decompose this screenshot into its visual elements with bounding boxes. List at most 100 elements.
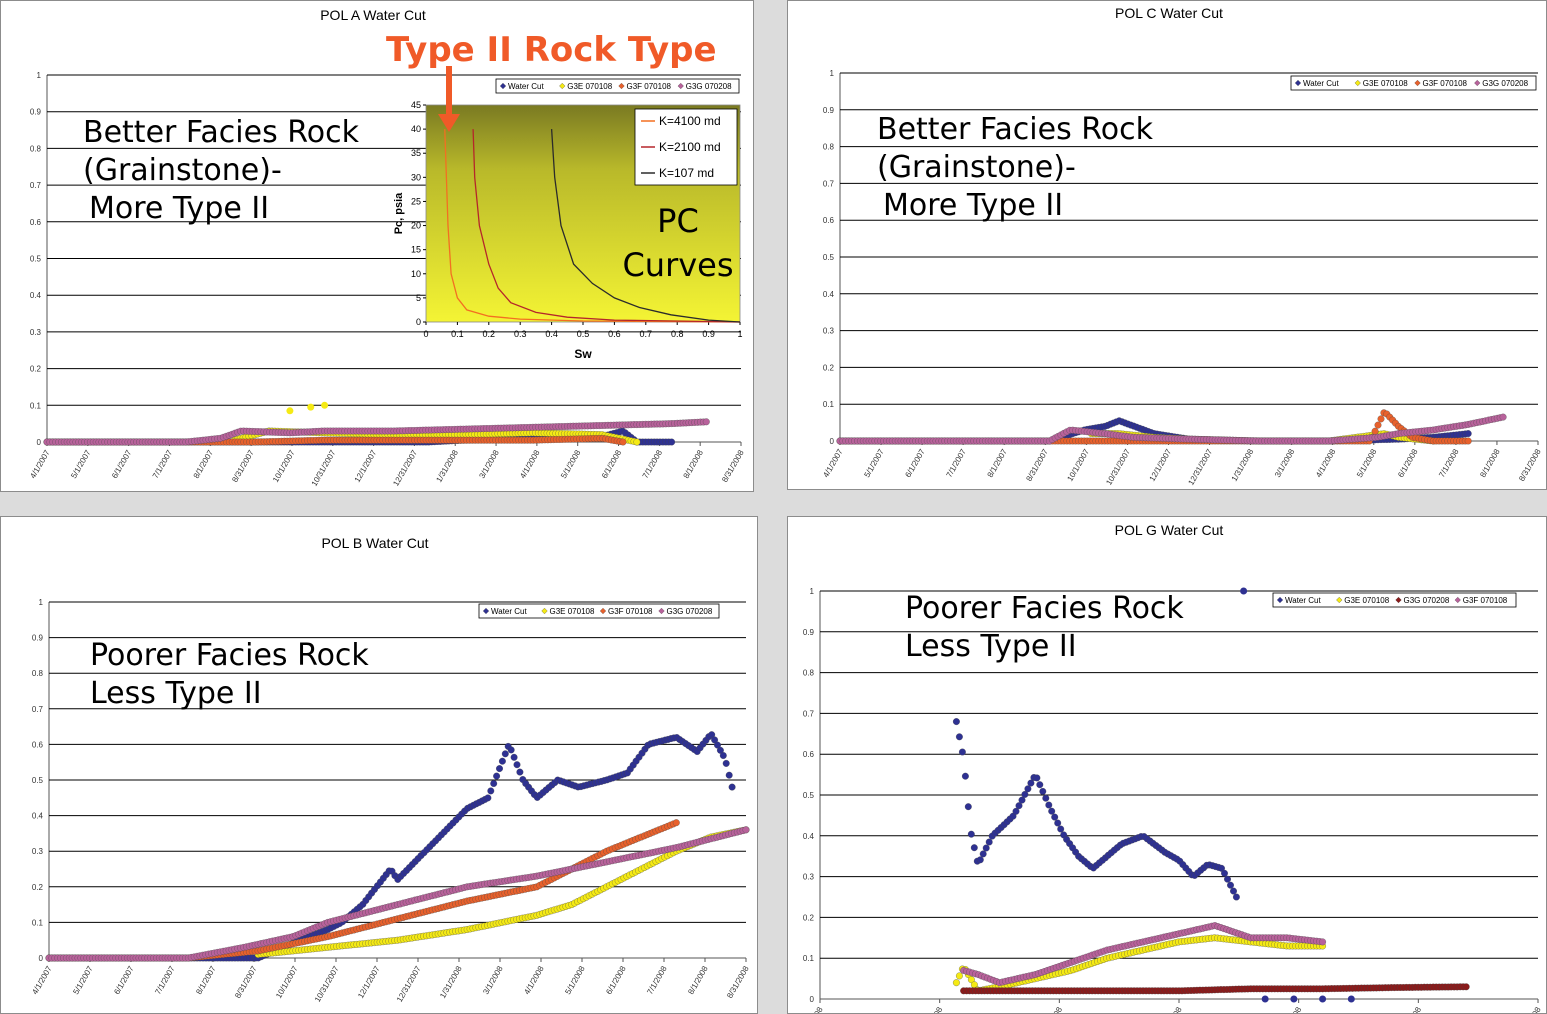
x-tick-label: 8/31/2007 bbox=[1024, 447, 1050, 483]
annotation-line: Less Type II bbox=[90, 676, 262, 711]
headline-arrow bbox=[438, 66, 460, 132]
legend-marker bbox=[559, 82, 566, 90]
x-tick-label: 7/1/2008 bbox=[641, 448, 665, 480]
data-point bbox=[1012, 807, 1020, 815]
pol-c-chart: POL C Water Cut 0 0.1 0.2 0.3 0.4 0.5 0.6 0.7 0.8… bbox=[821, 5, 1543, 487]
pc-x-tick-label: 0.9 bbox=[702, 329, 715, 339]
legend: Water Cut G3E 070108 G3F 070108 G3G 070208 bbox=[478, 603, 720, 619]
series-g3g-070208 bbox=[43, 418, 710, 446]
x-tick-label: 7/1/2007 bbox=[153, 964, 177, 996]
legend-marker bbox=[1454, 596, 1461, 604]
annotation-line: More Type II bbox=[89, 191, 269, 226]
legend-marker bbox=[541, 607, 548, 615]
data-point bbox=[633, 438, 641, 446]
x-tick-label: 4/1/2007 bbox=[28, 448, 52, 480]
pc-series-k-2100-md bbox=[472, 129, 741, 323]
extra-points bbox=[1261, 995, 1355, 1003]
data-point bbox=[513, 761, 521, 769]
data-point bbox=[1464, 437, 1472, 445]
chart-title: POL A Water Cut bbox=[320, 7, 426, 23]
y-tick-label: 1 bbox=[39, 598, 44, 607]
data-point bbox=[1048, 807, 1056, 815]
y-tick-label: 0.2 bbox=[32, 883, 44, 892]
data-point bbox=[1464, 430, 1472, 438]
y-tick-label: 0.6 bbox=[30, 218, 42, 227]
x-tick-label: 4/1/2007 bbox=[821, 447, 845, 479]
x-tick-label: 1/31/2008 bbox=[438, 964, 464, 1000]
chart-title: POL B Water Cut bbox=[321, 535, 428, 551]
data-point bbox=[952, 979, 960, 987]
data-point bbox=[1319, 938, 1327, 946]
data-point bbox=[1224, 875, 1231, 883]
data-point bbox=[1374, 421, 1382, 429]
pc-curves-inset: 0 5 10 15 20 25 30 35 40 45 0 0.1 0.2 0.3 0.4 0.5 0.6 0.7… bbox=[393, 100, 743, 361]
x-tick-label: 12/1/2007 bbox=[353, 448, 379, 484]
legend-box bbox=[1272, 592, 1517, 608]
legend-entry: G3G 070208 bbox=[686, 82, 732, 91]
pc-y-tick-label: 30 bbox=[411, 172, 421, 182]
pc-x-tick-label: 0.7 bbox=[640, 329, 653, 339]
data-point bbox=[501, 750, 509, 758]
data-point bbox=[714, 741, 721, 749]
data-point bbox=[702, 418, 710, 426]
pc-x-axis-label: Sw bbox=[574, 347, 592, 361]
x-tick-label: 3/1/2008 bbox=[477, 448, 501, 480]
data-point bbox=[1221, 869, 1228, 877]
data-point bbox=[958, 748, 966, 756]
data-point bbox=[1021, 790, 1029, 798]
x-tick-label: 4/1/2008 bbox=[921, 1005, 945, 1014]
pc-legend-entry: K=2100 md bbox=[659, 140, 721, 154]
pc-y-tick-label: 5 bbox=[416, 293, 421, 303]
data-point bbox=[1024, 785, 1032, 793]
data-point bbox=[1051, 813, 1059, 821]
data-point bbox=[1377, 415, 1385, 423]
legend-entry: G3E 070108 bbox=[1363, 79, 1408, 88]
x-tick-label: 6/1/2007 bbox=[112, 964, 136, 996]
y-tick-label: 0.9 bbox=[32, 634, 44, 643]
x-tick-label: 8/31/2008 bbox=[725, 964, 751, 1000]
pc-y-tick-label: 25 bbox=[411, 196, 421, 206]
y-tick-label: 0.8 bbox=[30, 144, 42, 153]
legend-entry: G3G 070208 bbox=[1404, 596, 1450, 605]
x-tick-label: 10/1/2007 bbox=[1065, 447, 1091, 483]
data-point bbox=[955, 733, 963, 741]
data-point bbox=[719, 752, 727, 759]
x-tick-label: 10/31/2007 bbox=[310, 448, 338, 488]
annotation-line: Poorer Facies Rock bbox=[905, 591, 1184, 626]
x-tick-label: 12/31/2007 bbox=[395, 964, 423, 1004]
data-point bbox=[1027, 779, 1035, 787]
series-g3f-070108 bbox=[960, 922, 1327, 987]
data-point bbox=[496, 765, 503, 773]
pc-annotation-line: PC bbox=[657, 202, 699, 240]
y-tick-label: 0.3 bbox=[30, 328, 42, 337]
pol-b-chart: POL B Water Cut 0 0.1 0.2 0.3 0.4 0.5 0.6 0.7 0.8… bbox=[30, 535, 751, 1004]
y-tick-label: 0.6 bbox=[823, 216, 835, 225]
legend-marker bbox=[1395, 596, 1402, 604]
y-tick-label: 0.1 bbox=[32, 918, 44, 927]
y-tick-label: 0.5 bbox=[803, 791, 815, 800]
data-point bbox=[507, 746, 515, 754]
y-tick-label: 0.3 bbox=[823, 327, 835, 336]
legend-marker bbox=[1276, 596, 1284, 604]
x-tick-label: 7/1/2008 bbox=[1280, 1005, 1304, 1014]
pc-annotation-line: Curves bbox=[622, 246, 733, 284]
data-point bbox=[982, 844, 990, 852]
data-point bbox=[967, 976, 975, 984]
series-g3g-070208 bbox=[836, 413, 1507, 445]
legend-marker bbox=[677, 82, 684, 90]
data-point bbox=[493, 772, 501, 780]
data-point bbox=[1036, 781, 1044, 789]
pc-x-tick-label: 0.8 bbox=[671, 329, 684, 339]
x-tick-label: 8/1/2008 bbox=[1478, 447, 1502, 479]
x-tick-label: 3/1/2008 bbox=[481, 964, 505, 996]
legend: Water Cut G3E 070108 G3F 070108 G3G 070208 bbox=[1290, 75, 1537, 91]
y-tick-label: 1 bbox=[830, 69, 835, 78]
data-point bbox=[672, 819, 680, 827]
x-tick-label: 6/1/2008 bbox=[1160, 1005, 1184, 1014]
data-point bbox=[321, 401, 329, 409]
x-tick-label: 1/31/2008 bbox=[1230, 447, 1256, 483]
legend-marker bbox=[482, 607, 490, 615]
annotation-line: Better Facies Rock bbox=[877, 112, 1154, 147]
pc-y-axis-label: Pc, psia bbox=[393, 192, 405, 234]
data-point bbox=[1057, 825, 1065, 833]
